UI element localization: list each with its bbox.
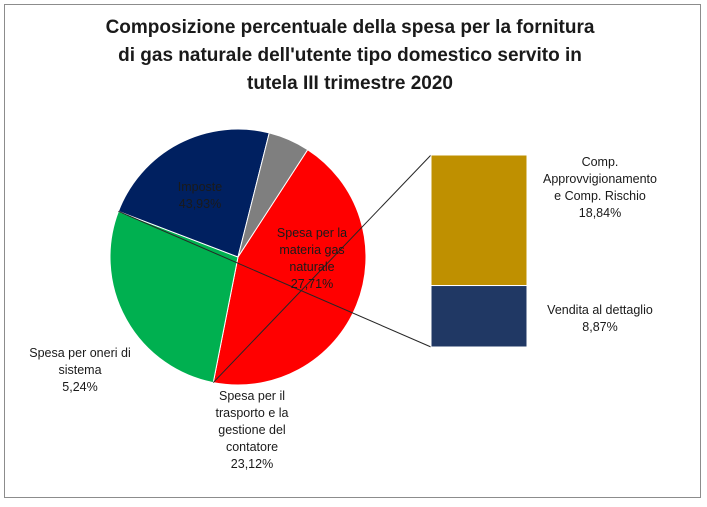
pie-slice-3-label-line-2: 5,24% (62, 380, 97, 394)
breakdown-bar-segment-0 (430, 154, 528, 287)
pie-slice-2 (117, 128, 270, 258)
breakdown-segment-0-label-line-0: Comp. (582, 155, 619, 169)
pie-slice-1-label-line-2: naturale (289, 260, 334, 274)
pie-slice-0-label-line-1: 43,93% (179, 197, 221, 211)
pie-slice-2-label-line-4: 23,12% (231, 457, 273, 471)
pie-slice-3 (237, 132, 309, 258)
breakdown-segment-1-label-line-1: 8,87% (582, 320, 617, 334)
chart-title-line-2: di gas naturale dell'utente tipo domesti… (118, 45, 582, 66)
pie-slice-0-label-line-0: Imposte (178, 180, 223, 194)
pie-slice-1-label-line-3: 27,71% (291, 277, 333, 291)
breakdown-bar-segment-1 (430, 285, 528, 348)
pie-slice-3-label-line-1: sistema (58, 363, 101, 377)
pie-slice-2-label-line-0: Spesa per il (219, 389, 285, 403)
breakdown-segment-0-label-line-1: Approvvigionamento (543, 172, 657, 186)
chart-title: Composizione percentuale della spesa per… (40, 14, 660, 98)
pie-slice-3-label-line-0: Spesa per oneri di (29, 346, 130, 360)
connector-line-bottom (118, 210, 432, 348)
pie-slice-1 (109, 210, 239, 384)
breakdown-segment-1-label-line-0: Vendita al dettaglio (547, 303, 653, 317)
chart-title-line-3: tutela III trimestre 2020 (247, 73, 453, 94)
pie-slice-2-label-line-1: trasporto e la (216, 406, 289, 420)
pie-slice-2-label-line-3: contatore (226, 440, 278, 454)
pie-slice-1-label-line-0: Spesa per la (277, 226, 347, 240)
pie-slice-1-label-line-1: materia gas (279, 243, 344, 257)
chart-title-line-1: Composizione percentuale della spesa per… (105, 17, 595, 38)
breakdown-segment-0-label-line-2: e Comp. Rischio (554, 189, 646, 203)
pie-slice-0 (212, 148, 367, 386)
breakdown-segment-0-label-line-3: 18,84% (579, 206, 621, 220)
connector-line-top (212, 154, 432, 383)
pie-slice-2-label-line-2: gestione del (218, 423, 285, 437)
